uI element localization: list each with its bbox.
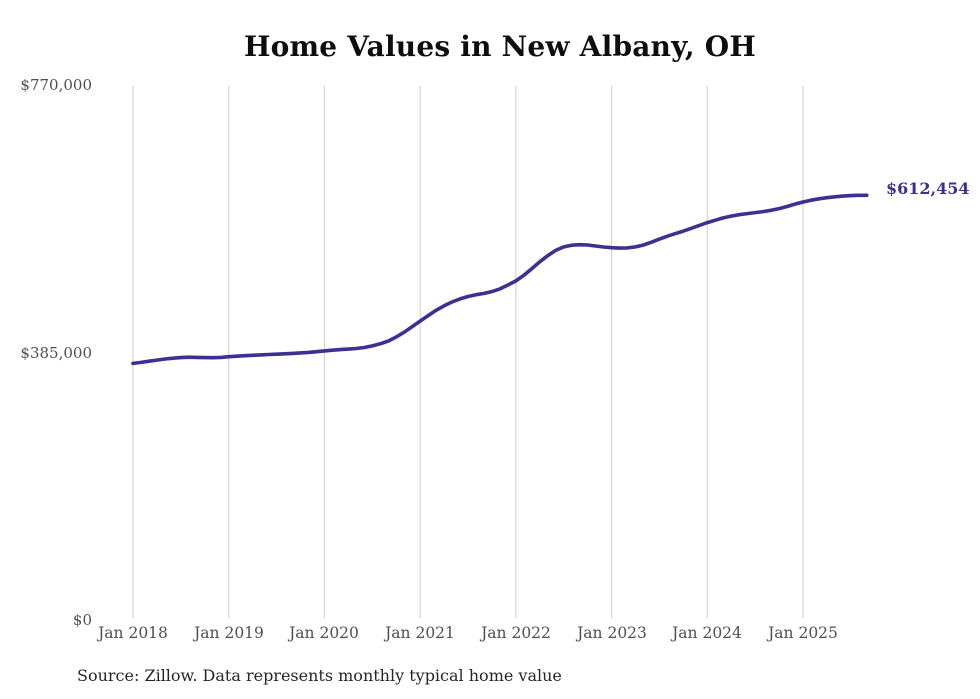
x-axis-tick-2024: Jan 2024 — [672, 624, 742, 642]
x-axis-tick-2023: Jan 2023 — [577, 624, 647, 642]
x-axis-tick-2019: Jan 2019 — [194, 624, 264, 642]
x-axis-tick-2021: Jan 2021 — [385, 624, 455, 642]
year-gridlines — [132, 86, 804, 618]
chart-title: Home Values in New Albany, OH — [243, 30, 757, 63]
x-axis-tick-2020: Jan 2020 — [289, 624, 359, 642]
x-axis-tick-2018: Jan 2018 — [98, 624, 168, 642]
y-axis-tick-0: $0 — [72, 611, 92, 629]
source-note: Source: Zillow. Data represents monthly … — [77, 666, 562, 685]
y-axis-tick-770000: $770,000 — [20, 76, 92, 94]
current-value-label: $612,454 — [886, 179, 970, 198]
x-axis-tick-2022: Jan 2022 — [481, 624, 551, 642]
x-axis-tick-2025: Jan 2025 — [768, 624, 838, 642]
home-value-line — [131, 193, 869, 366]
y-axis-tick-385000: $385,000 — [20, 344, 92, 362]
